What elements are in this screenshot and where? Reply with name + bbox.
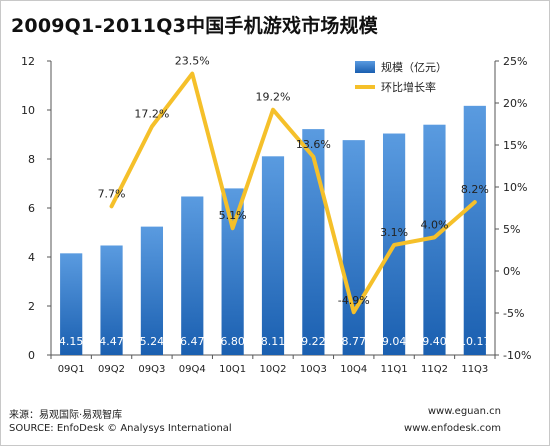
bar-data-label: 4.47 <box>99 335 124 348</box>
left-tick-label: 10 <box>21 104 35 117</box>
legend: 规模（亿元） 环比增长率 <box>355 60 447 94</box>
source-en: SOURCE: EnfoDesk © Analysys Internationa… <box>9 423 232 434</box>
bar <box>221 188 244 355</box>
right-tick-label: -5% <box>503 307 524 320</box>
growth-rate-line <box>109 71 477 315</box>
website-enfodesk: www.enfodesk.com <box>404 423 501 434</box>
x-tick-label: 10Q4 <box>340 364 367 375</box>
x-tick-label: 10Q3 <box>300 364 327 375</box>
bar-data-label: 10.17 <box>459 335 491 348</box>
bar-data-label: 4.15 <box>59 335 84 348</box>
legend-line-label: 环比增长率 <box>381 80 436 94</box>
bar <box>140 226 164 355</box>
x-tick-label: 09Q4 <box>179 364 206 375</box>
legend-bar-label: 规模（亿元） <box>381 60 447 74</box>
bar-data-label: 6.80 <box>220 335 245 348</box>
bar-data-label: 9.22 <box>301 335 326 348</box>
right-tick-label: 10% <box>503 181 527 194</box>
line-data-label: 23.5% <box>175 55 210 68</box>
bar <box>463 105 486 356</box>
bar-data-label: 9.40 <box>422 335 447 348</box>
left-tick-label: 0 <box>28 349 35 362</box>
left-tick-label: 6 <box>28 202 35 215</box>
line-data-label: 19.2% <box>256 91 291 104</box>
bar-data-label: 8.11 <box>261 335 286 348</box>
bar-data-label: 6.47 <box>180 335 205 348</box>
line-data-label: 5.1% <box>219 209 247 222</box>
line-data-label: 17.2% <box>134 108 169 121</box>
left-tick-label: 12 <box>21 55 35 68</box>
left-tick-label: 4 <box>28 251 35 264</box>
bar <box>100 245 123 355</box>
right-tick-label: 25% <box>503 55 527 68</box>
x-tick-label: 11Q2 <box>421 364 448 375</box>
left-tick-label: 2 <box>28 300 35 313</box>
chart-title: 2009Q1-2011Q3中国手机游戏市场规模 <box>11 15 378 37</box>
x-tick-label: 11Q1 <box>381 364 408 375</box>
website-eguan: www.eguan.cn <box>427 406 501 417</box>
bar <box>181 196 204 355</box>
x-tick-label: 09Q1 <box>58 364 85 375</box>
right-tick-label: -10% <box>503 349 531 362</box>
line-layer: 7.7% 17.2% 23.5% 5.1% 19.2% 13.6% -4.9% 3.1% 4.0… <box>98 55 489 315</box>
x-tick-label: 09Q2 <box>98 364 125 375</box>
legend-bar-swatch <box>355 61 375 73</box>
bar <box>261 156 285 355</box>
line-data-label: 7.7% <box>98 187 126 200</box>
line-data-label: 4.0% <box>420 218 448 231</box>
line-data-label: 8.2% <box>461 183 489 196</box>
line-data-label: -4.9% <box>338 294 370 307</box>
x-tick-label: 10Q2 <box>260 364 287 375</box>
right-tick-label: 15% <box>503 139 527 152</box>
axes-layer: 0 2 4 6 8 10 12 -10% -5% 0% 5% 10% 15% 20% 25% 09Q1 09Q2… <box>21 55 531 375</box>
source-cn: 来源：易观国际·易观智库 <box>9 410 123 421</box>
line-data-label: 3.1% <box>380 226 408 239</box>
bar-data-label: 8.77 <box>341 335 366 348</box>
bar <box>423 124 446 355</box>
right-tick-label: 5% <box>503 223 520 236</box>
line-data-label: 13.6% <box>296 138 331 151</box>
x-tick-label: 11Q3 <box>461 364 488 375</box>
right-tick-label: 20% <box>503 97 527 110</box>
bar <box>342 140 365 355</box>
x-tick-label: 10Q1 <box>219 364 246 375</box>
bar-data-label: 9.04 <box>382 335 407 348</box>
bar-data-label: 5.24 <box>140 335 165 348</box>
right-tick-label: 0% <box>503 265 520 278</box>
left-tick-label: 8 <box>28 153 35 166</box>
x-tick-label: 09Q3 <box>138 364 165 375</box>
bar <box>60 253 83 355</box>
